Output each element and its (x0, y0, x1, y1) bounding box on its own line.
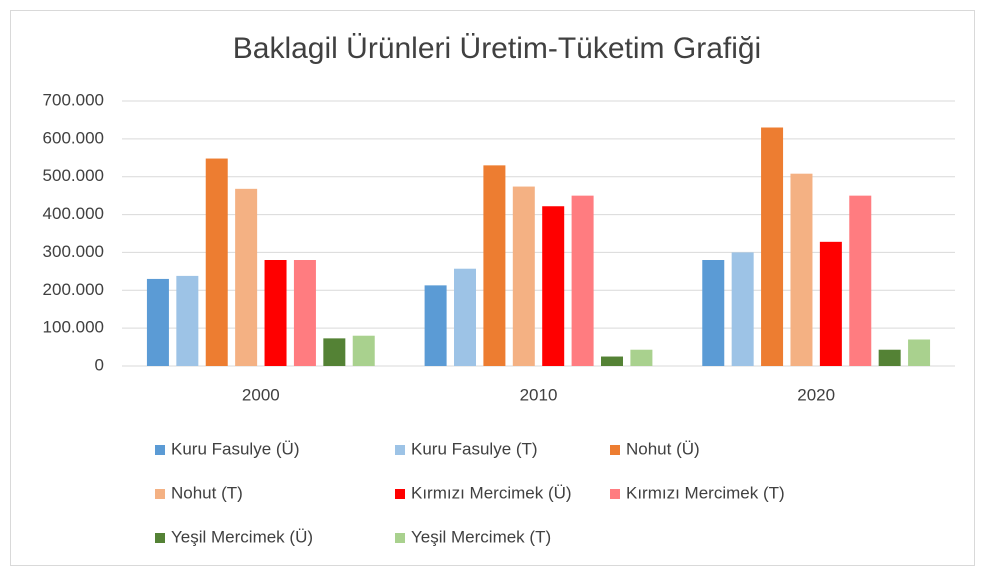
y-tick-label: 200.000 (43, 280, 104, 299)
y-tick-label: 700.000 (43, 90, 104, 109)
bar (601, 356, 623, 366)
legend-label: Kırmızı Mercimek (Ü) (411, 483, 572, 502)
bar (630, 349, 653, 366)
bar (571, 195, 594, 366)
bar (205, 158, 228, 366)
legend-swatch (155, 489, 165, 499)
bar (542, 206, 565, 366)
bar (176, 275, 199, 366)
legend-label: Kuru Fasulye (T) (411, 439, 538, 458)
chart-title: Baklagil Ürünleri Üretim-Tüketim Grafiği (233, 32, 761, 65)
bar (293, 260, 316, 366)
bar (908, 339, 931, 366)
bar (483, 165, 506, 366)
bar (731, 252, 754, 366)
legend-label: Nohut (T) (171, 483, 243, 502)
bar (790, 173, 813, 366)
x-tick-label: 2020 (797, 385, 835, 404)
y-tick-label: 0 (95, 355, 104, 374)
bar (878, 349, 901, 366)
legend-swatch (155, 445, 165, 455)
x-tick-label: 2010 (520, 385, 558, 404)
bar (702, 260, 725, 366)
legend-swatch (610, 445, 620, 455)
x-tick-label: 2000 (242, 385, 280, 404)
legend-label: Yeşil Mercimek (Ü) (171, 527, 313, 546)
bar (323, 338, 346, 366)
y-tick-label: 400.000 (43, 204, 104, 223)
y-tick-label: 100.000 (43, 318, 104, 337)
bar (761, 127, 784, 366)
bar (146, 278, 169, 366)
legend-label: Yeşil Mercimek (T) (411, 527, 551, 546)
bar (819, 241, 842, 366)
bar (512, 186, 535, 366)
legend-label: Nohut (Ü) (626, 439, 700, 458)
legend-swatch (610, 489, 620, 499)
y-tick-label: 600.000 (43, 128, 104, 147)
bar (235, 188, 258, 366)
legend-label: Kırmızı Mercimek (T) (626, 483, 785, 502)
legend-swatch (395, 533, 405, 543)
legend-swatch (395, 489, 405, 499)
bar (424, 285, 447, 366)
bar (849, 195, 872, 366)
bar (264, 260, 287, 366)
legend-swatch (395, 445, 405, 455)
y-tick-label: 300.000 (43, 242, 104, 261)
legend-label: Kuru Fasulye (Ü) (171, 439, 299, 458)
y-tick-label: 500.000 (43, 166, 104, 185)
bar (454, 268, 476, 366)
legend-swatch (155, 533, 165, 543)
bar (352, 335, 375, 366)
